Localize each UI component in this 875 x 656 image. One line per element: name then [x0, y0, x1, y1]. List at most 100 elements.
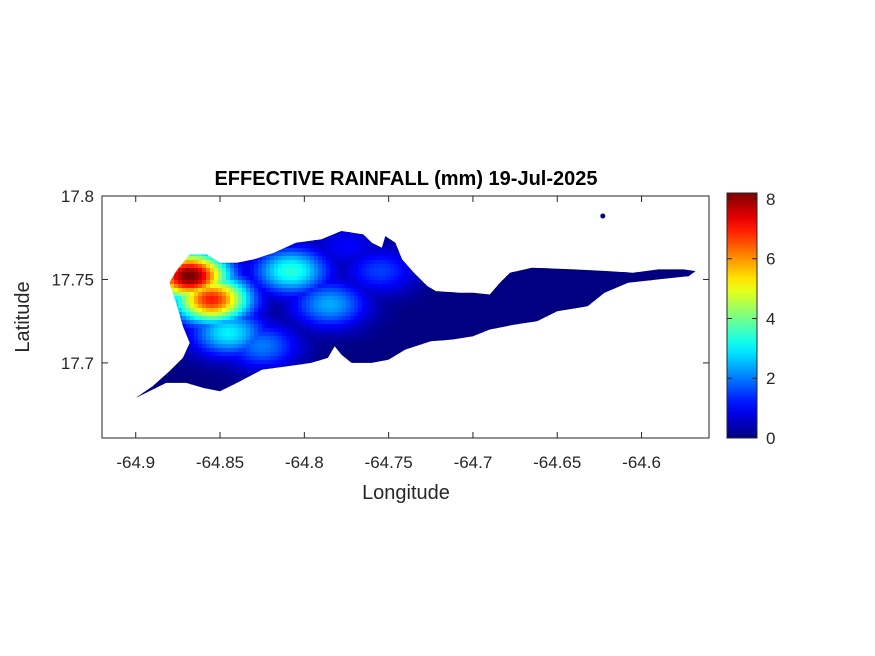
heatmap-cell — [222, 276, 227, 281]
heatmap-cell — [362, 244, 367, 249]
heatmap-cell — [246, 264, 251, 269]
heatmap-cell — [310, 348, 315, 353]
heatmap-cell — [342, 292, 347, 297]
heatmap-cell — [366, 320, 371, 325]
heatmap-cell — [198, 308, 203, 313]
heatmap-cell — [326, 312, 331, 317]
heatmap-cell — [214, 260, 219, 265]
heatmap-cell — [394, 284, 399, 289]
heatmap-cell — [282, 364, 287, 369]
heatmap-cell — [194, 332, 199, 337]
heatmap-cell — [414, 284, 419, 289]
heatmap-cell — [318, 240, 323, 245]
heatmap-cell — [186, 332, 191, 337]
heatmap-cell — [366, 268, 371, 273]
heatmap-cell — [290, 260, 295, 265]
heatmap-cell — [322, 252, 327, 257]
heatmap-cell — [334, 340, 339, 345]
heatmap-cell — [246, 332, 251, 337]
heatmap-cell — [246, 284, 251, 289]
heatmap-cell — [298, 352, 303, 357]
heatmap-cell — [250, 304, 255, 309]
heatmap-cell — [222, 380, 227, 385]
heatmap-cell — [250, 264, 255, 269]
heatmap-cell — [334, 320, 339, 325]
heatmap-cell — [214, 364, 219, 369]
heatmap-cell — [214, 380, 219, 385]
heatmap-cell — [342, 276, 347, 281]
heatmap-cell — [358, 264, 363, 269]
heatmap-cell — [258, 260, 263, 265]
heatmap-cell — [342, 236, 347, 241]
heatmap-cell — [382, 336, 387, 341]
heatmap-cell — [346, 340, 351, 345]
heatmap-cell — [310, 296, 315, 301]
heatmap-cell — [358, 336, 363, 341]
heatmap-cell — [350, 236, 355, 241]
heatmap-cell — [334, 236, 339, 241]
heatmap-cell — [330, 312, 335, 317]
heatmap-cell — [286, 324, 291, 329]
heatmap-cell — [194, 376, 199, 381]
heatmap-cell — [342, 231, 347, 233]
heatmap-cell — [286, 292, 291, 297]
heatmap-cell — [218, 264, 223, 269]
heatmap-cell — [378, 312, 383, 317]
heatmap-cell — [286, 252, 291, 257]
heatmap-cell — [258, 332, 263, 337]
heatmap-cell — [382, 292, 387, 297]
heatmap-cell — [418, 280, 423, 285]
heatmap-cell — [350, 284, 355, 289]
heatmap-cell — [350, 276, 355, 281]
heatmap-cell — [258, 360, 263, 365]
heatmap-cell — [374, 340, 379, 345]
heatmap-cell — [266, 272, 271, 277]
heatmap-cell — [222, 300, 227, 305]
heatmap-cell — [226, 372, 231, 377]
heatmap-cell — [342, 328, 347, 333]
heatmap-cell — [326, 348, 331, 353]
heatmap-cell — [346, 308, 351, 313]
heatmap-cell — [226, 384, 231, 389]
heatmap-cell — [326, 292, 331, 297]
heatmap-cell — [302, 356, 307, 361]
heatmap-cell — [354, 264, 359, 269]
heatmap-cell — [310, 304, 315, 309]
heatmap-cell — [254, 292, 259, 297]
heatmap-cell — [390, 264, 395, 269]
heatmap-cell — [358, 356, 363, 361]
heatmap-cell — [194, 380, 199, 385]
heatmap-cell — [282, 308, 287, 313]
heatmap-cell — [226, 312, 231, 317]
heatmap-cell — [426, 328, 431, 333]
heatmap-cell — [234, 332, 239, 337]
heatmap-cell — [214, 268, 219, 273]
heatmap-cell — [390, 256, 395, 261]
heatmap-cell — [254, 348, 259, 353]
heatmap-cell — [270, 264, 275, 269]
heatmap-cell — [198, 316, 203, 321]
heatmap-cell — [354, 272, 359, 277]
heatmap-cell — [218, 296, 223, 301]
heatmap-cell — [282, 300, 287, 305]
heatmap-cell — [278, 288, 283, 293]
heatmap-cell — [306, 304, 311, 309]
heatmap-cell — [286, 264, 291, 269]
heatmap-cell — [206, 328, 211, 333]
heatmap-cell — [410, 276, 415, 281]
heatmap-cell — [198, 364, 203, 369]
heatmap-cell — [282, 328, 287, 333]
heatmap-cell — [346, 268, 351, 273]
heatmap-cell — [298, 288, 303, 293]
heatmap-cell — [190, 300, 195, 305]
heatmap-cell — [382, 296, 387, 301]
heatmap-cell — [366, 256, 371, 261]
heatmap-cell — [346, 292, 351, 297]
heatmap-cell — [386, 296, 391, 301]
heatmap-cell — [190, 276, 195, 281]
heatmap-cell — [242, 316, 247, 321]
heatmap-cell — [174, 284, 179, 289]
heatmap-cell — [178, 380, 183, 385]
heatmap-cell — [366, 312, 371, 317]
heatmap-cell — [350, 320, 355, 325]
